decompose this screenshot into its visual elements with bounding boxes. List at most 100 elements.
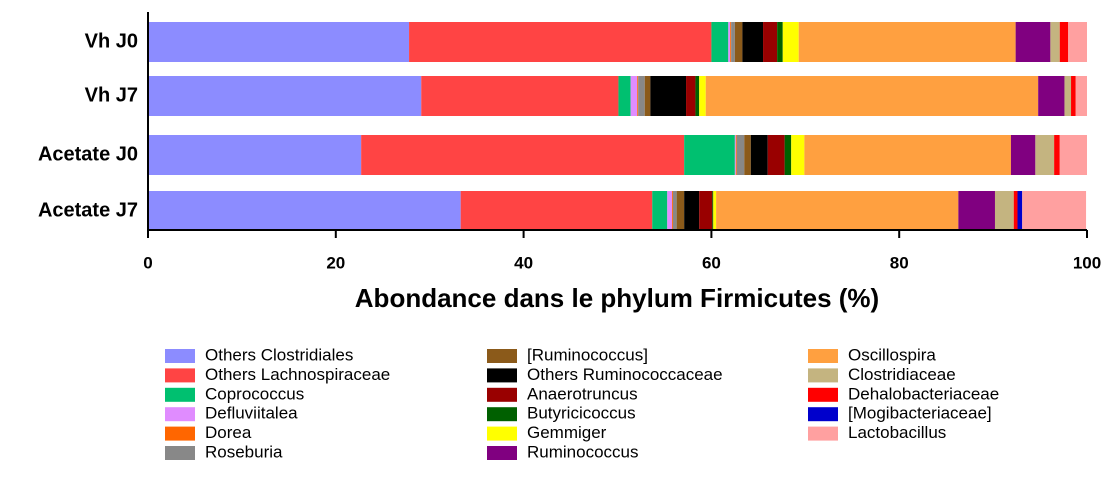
bar-segment (1071, 76, 1076, 116)
category-label: Acetate J0 (38, 143, 138, 165)
bar-segment (958, 191, 995, 231)
bar-segment (736, 135, 745, 175)
bar-segment (750, 135, 768, 175)
bar-segment (409, 22, 712, 62)
legend-label: Others Lachnospiraceae (205, 365, 390, 384)
legend-swatch (808, 407, 838, 422)
legend-swatch (487, 387, 517, 402)
legend-label: Others Clostridiales (205, 345, 353, 364)
legend-label: [Mogibacteriaceae] (848, 404, 992, 423)
legend-label: Defluviitalea (205, 404, 298, 423)
bar-segment (421, 76, 619, 116)
bar-segment (1059, 22, 1069, 62)
legend-swatch (808, 387, 838, 402)
bar-segment (711, 22, 729, 62)
legend-label: Anaerotruncus (527, 384, 638, 403)
bar-segment (644, 76, 651, 116)
legend-label: Ruminococcus (527, 442, 639, 461)
bar-segment (994, 191, 1014, 231)
legend-swatch (165, 368, 195, 383)
bar-segment (1015, 22, 1051, 62)
legend-label: Others Ruminococcaceae (527, 365, 723, 384)
legend-swatch (165, 446, 195, 460)
bar-segment (684, 191, 700, 231)
bar-segment (1050, 22, 1060, 62)
bar-segment (637, 76, 639, 116)
x-tick-label: 60 (702, 253, 721, 272)
bar-segment (798, 22, 1016, 62)
legend-swatch (808, 426, 838, 441)
legend-swatch (808, 368, 838, 383)
bar-segment (1013, 191, 1018, 231)
legend-swatch (165, 426, 195, 441)
bar-segment (705, 76, 1039, 116)
legend-swatch (487, 426, 517, 441)
bar-segment (763, 22, 778, 62)
legend-label: Roseburia (205, 442, 283, 461)
bar-segment (699, 191, 713, 231)
legend-label: [Ruminococcus] (527, 345, 648, 364)
category-label: Vh J0 (85, 30, 138, 52)
bar-segment (1035, 135, 1055, 175)
x-tick-label: 80 (890, 253, 909, 272)
bar-segment (638, 76, 645, 116)
x-tick-label: 0 (143, 253, 152, 272)
bar-segment (676, 191, 685, 231)
bar-segment (777, 22, 783, 62)
bar-segment (735, 135, 737, 175)
legend-swatch (487, 349, 517, 363)
legend-label: Gemmiger (527, 423, 607, 442)
legend-swatch (165, 387, 195, 402)
category-label: Acetate J7 (38, 199, 138, 221)
bar-segment (361, 135, 685, 175)
bar-segment (672, 191, 677, 231)
x-tick-label: 20 (326, 253, 345, 272)
bar-segment (618, 76, 631, 116)
legend-swatch (808, 349, 838, 363)
bar-segment (630, 76, 638, 116)
bar-segment (1022, 191, 1087, 231)
legend-swatch (487, 446, 517, 460)
legend-label: Dorea (205, 423, 252, 442)
bar-segment (1068, 22, 1087, 62)
legend-label: Lactobacillus (848, 423, 946, 442)
legend-label: Butyricicoccus (527, 404, 636, 423)
bar-segment (767, 135, 785, 175)
bar-segment (716, 191, 959, 231)
bar-segment (734, 135, 736, 175)
bar-segment (791, 135, 805, 175)
bar-segment (1059, 135, 1087, 175)
bar-segment (1038, 76, 1065, 116)
legend-label: Clostridiaceae (848, 365, 956, 384)
bar-segment (1064, 76, 1072, 116)
bar-segment (667, 191, 672, 231)
bar-segment (652, 191, 668, 231)
bar-segment (712, 191, 714, 231)
legend-swatch (487, 368, 517, 383)
bar-segment (671, 191, 673, 231)
bar-segment (742, 22, 764, 62)
bar-segment (784, 135, 792, 175)
x-tick-label: 40 (514, 253, 533, 272)
x-axis-title: Abondance dans le phylum Firmicutes (%) (355, 283, 879, 313)
bar-segment (148, 191, 461, 231)
legend-swatch (165, 407, 195, 422)
legend-label: Dehalobacteriaceae (848, 384, 999, 403)
bar-segment (734, 22, 743, 62)
bar-segment (1075, 76, 1087, 116)
bar-segment (782, 22, 799, 62)
bar-segment (684, 135, 735, 175)
bar-segment (1017, 191, 1023, 231)
bar-segment (1054, 135, 1060, 175)
bar-segment (731, 22, 735, 62)
bar-segment (460, 191, 653, 231)
bar-segment (1010, 135, 1036, 175)
bar-segment (650, 76, 687, 116)
bar-segment (804, 135, 1011, 175)
bar-segment (148, 76, 422, 116)
bar-segment (148, 22, 410, 62)
bar-segment (744, 135, 751, 175)
bar-segment (713, 191, 717, 231)
bar-segment (686, 76, 696, 116)
